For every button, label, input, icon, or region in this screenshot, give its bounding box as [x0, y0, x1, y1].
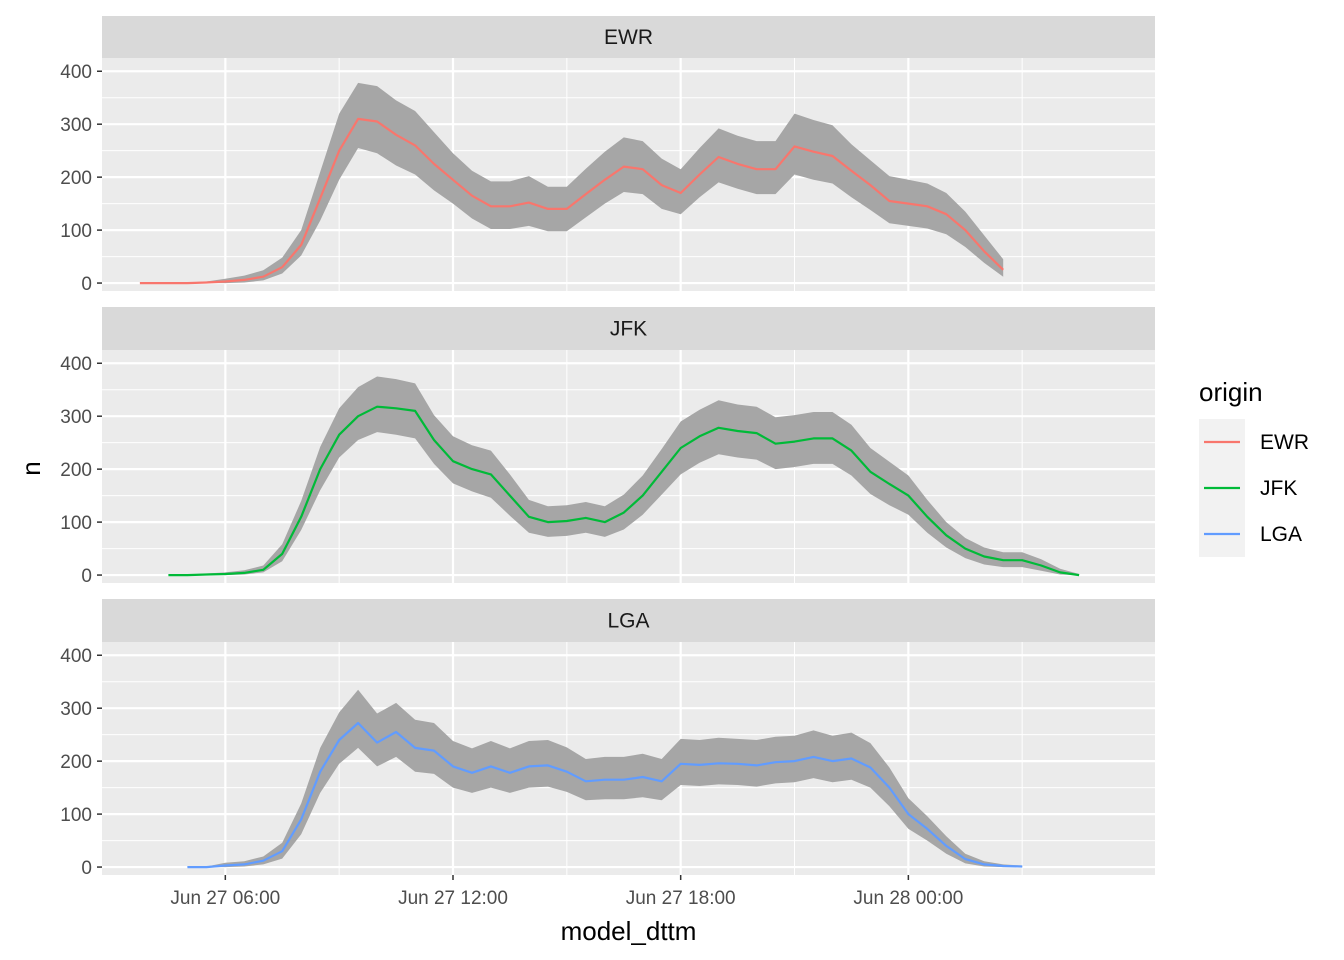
y-axis-title: n [16, 461, 46, 475]
y-tick-label: 400 [60, 646, 92, 667]
legend-label: EWR [1260, 431, 1309, 454]
x-tick-label: Jun 27 12:00 [398, 888, 508, 909]
facet-strip [102, 599, 1155, 642]
y-tick-label: 300 [60, 407, 92, 428]
legend-label: JFK [1260, 477, 1297, 500]
legend-title: origin [1199, 377, 1263, 407]
y-tick-label: 0 [81, 274, 92, 295]
y-tick-label: 100 [60, 513, 92, 534]
y-tick-label: 400 [60, 354, 92, 375]
facet-panel-lga: LGA 0 100 200 300 400 Jun 27 06:00 Jun 27 12:00… [60, 599, 1155, 909]
facet-strip [102, 307, 1155, 350]
facet-strip-label: EWR [604, 26, 653, 49]
facet-strip-label: JFK [610, 318, 647, 341]
y-tick-label: 100 [60, 805, 92, 826]
y-tick-label: 0 [81, 858, 92, 879]
facet-strip [102, 16, 1155, 58]
series-line-lga [187, 721, 1023, 869]
x-tick-label: Jun 27 18:00 [626, 888, 736, 909]
y-tick-label: 0 [81, 566, 92, 587]
confidence-band [168, 376, 1080, 576]
panel-background [102, 350, 1155, 583]
confidence-band [139, 82, 1004, 284]
series-line-ewr [139, 117, 1004, 285]
x-tick-label: Jun 28 00:00 [853, 888, 963, 909]
legend: origin EWR JFK LGA [1199, 377, 1309, 557]
facet-panel-jfk: JFK 0 100 200 300 400 [60, 307, 1155, 587]
x-axis-title: model_dttm [561, 916, 697, 946]
series-line-jfk [168, 405, 1080, 577]
y-tick-label: 300 [60, 699, 92, 720]
y-tick-label: 100 [60, 221, 92, 242]
facet-panel-ewr: EWR 0 100 200 300 400 [60, 16, 1155, 295]
confidence-band [187, 689, 1023, 868]
x-tick-label: Jun 27 06:00 [170, 888, 280, 909]
y-tick-label: 300 [60, 115, 92, 136]
y-tick-label: 200 [60, 168, 92, 189]
y-tick-label: 200 [60, 752, 92, 773]
legend-label: LGA [1260, 523, 1302, 546]
y-tick-label: 400 [60, 62, 92, 83]
y-tick-label: 200 [60, 460, 92, 481]
facet-strip-label: LGA [607, 610, 649, 633]
